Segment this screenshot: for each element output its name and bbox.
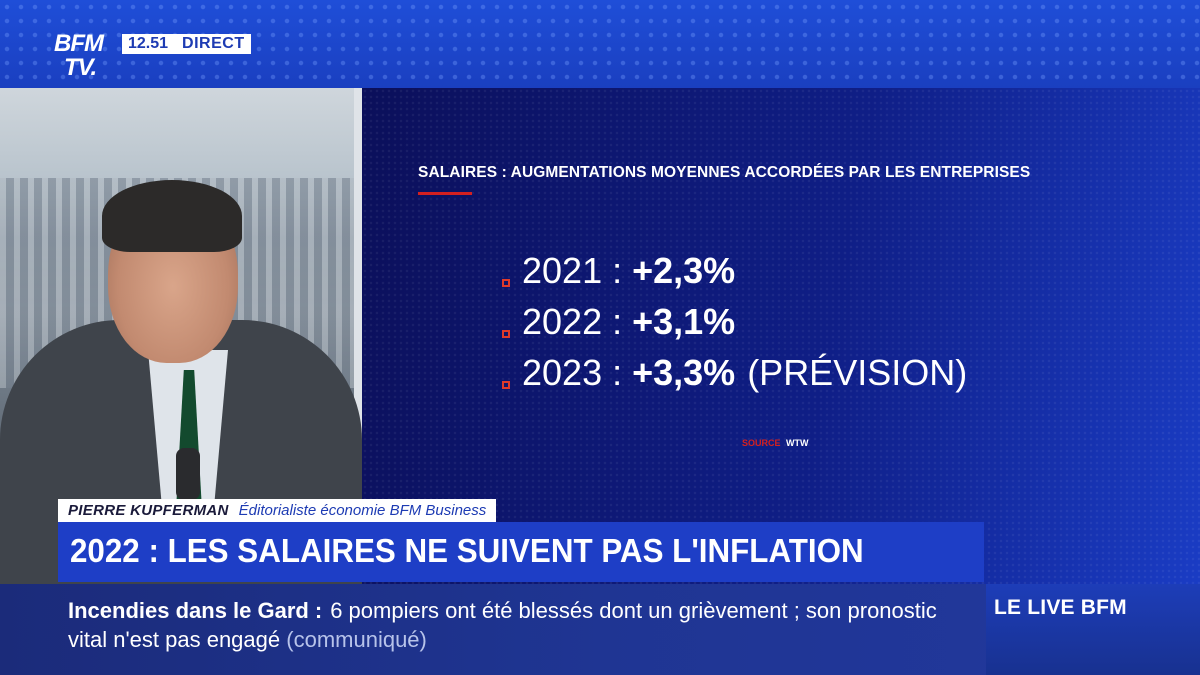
- window-frame: [354, 88, 362, 588]
- ticker-attribution: (communiqué): [286, 627, 427, 652]
- speaker-role: Éditorialiste économie BFM Business: [238, 502, 487, 519]
- stat-year: 2023: [522, 352, 603, 393]
- source-value: WTW: [786, 438, 809, 448]
- live-tag: 12.51 DIRECT: [122, 34, 251, 54]
- clock-time: 12.51: [128, 35, 169, 52]
- stat-row-2023: 2023 : +3,3% (PRÉVISION): [502, 352, 967, 403]
- source-credit: SOURCE WTW: [742, 438, 809, 448]
- info-graphic-panel: SALAIRES : AUGMENTATIONS MOYENNES ACCORD…: [362, 88, 1200, 588]
- stat-row-2021: 2021 : +2,3%: [502, 250, 967, 301]
- stat-value: +2,3%: [632, 250, 736, 291]
- ticker-topic: Incendies dans le Gard: [68, 598, 309, 623]
- bfmtv-logo: BFM TV.: [54, 32, 116, 84]
- live-bfm-box: LE LIVE BFM: [986, 584, 1200, 675]
- headline-bar: 2022 : LES SALAIRES NE SUIVENT PAS L'INF…: [58, 522, 984, 582]
- stat-year: 2022: [522, 301, 603, 342]
- square-bullet-icon: [502, 278, 510, 287]
- speaker-name-bar: PIERRE KUPFERMAN Éditorialiste économie …: [58, 499, 497, 522]
- stat-value: +3,3%: [632, 352, 736, 393]
- top-banner: BFM TV. 12.51 DIRECT: [0, 0, 1200, 88]
- microphone-icon: [176, 448, 200, 500]
- headline-text: 2022 : LES SALAIRES NE SUIVENT PAS L'INF…: [70, 532, 864, 569]
- title-underline: [418, 192, 472, 195]
- live-bfm-label: LE LIVE BFM: [994, 596, 1127, 619]
- stat-year: 2021: [522, 250, 603, 291]
- graphic-title: SALAIRES : AUGMENTATIONS MOYENNES ACCORD…: [418, 164, 1031, 181]
- stat-value: +3,1%: [632, 301, 736, 342]
- stat-separator: :: [612, 352, 623, 393]
- source-label: SOURCE: [742, 438, 781, 448]
- ticker-text: Incendies dans le Gard:6 pompiers ont ét…: [68, 596, 978, 654]
- anchor-hair: [102, 180, 242, 252]
- logo-line1: BFM: [54, 30, 104, 57]
- stat-list: 2021 : +2,3% 2022 : +3,1% 2023 : +3,3% (…: [502, 250, 967, 403]
- direct-label: DIRECT: [182, 35, 245, 52]
- stat-row-2022: 2022 : +3,1%: [502, 301, 967, 352]
- stat-note: (PRÉVISION): [747, 352, 968, 393]
- stat-separator: :: [612, 301, 623, 342]
- square-bullet-icon: [502, 380, 510, 389]
- speaker-name: PIERRE KUPFERMAN: [68, 502, 229, 519]
- square-bullet-icon: [502, 329, 510, 338]
- logo-line2: TV.: [64, 54, 97, 81]
- ticker-separator: :: [314, 598, 323, 623]
- stat-separator: :: [612, 250, 623, 291]
- ticker-body: 6 pompiers ont été blessés dont un grièv…: [68, 598, 937, 652]
